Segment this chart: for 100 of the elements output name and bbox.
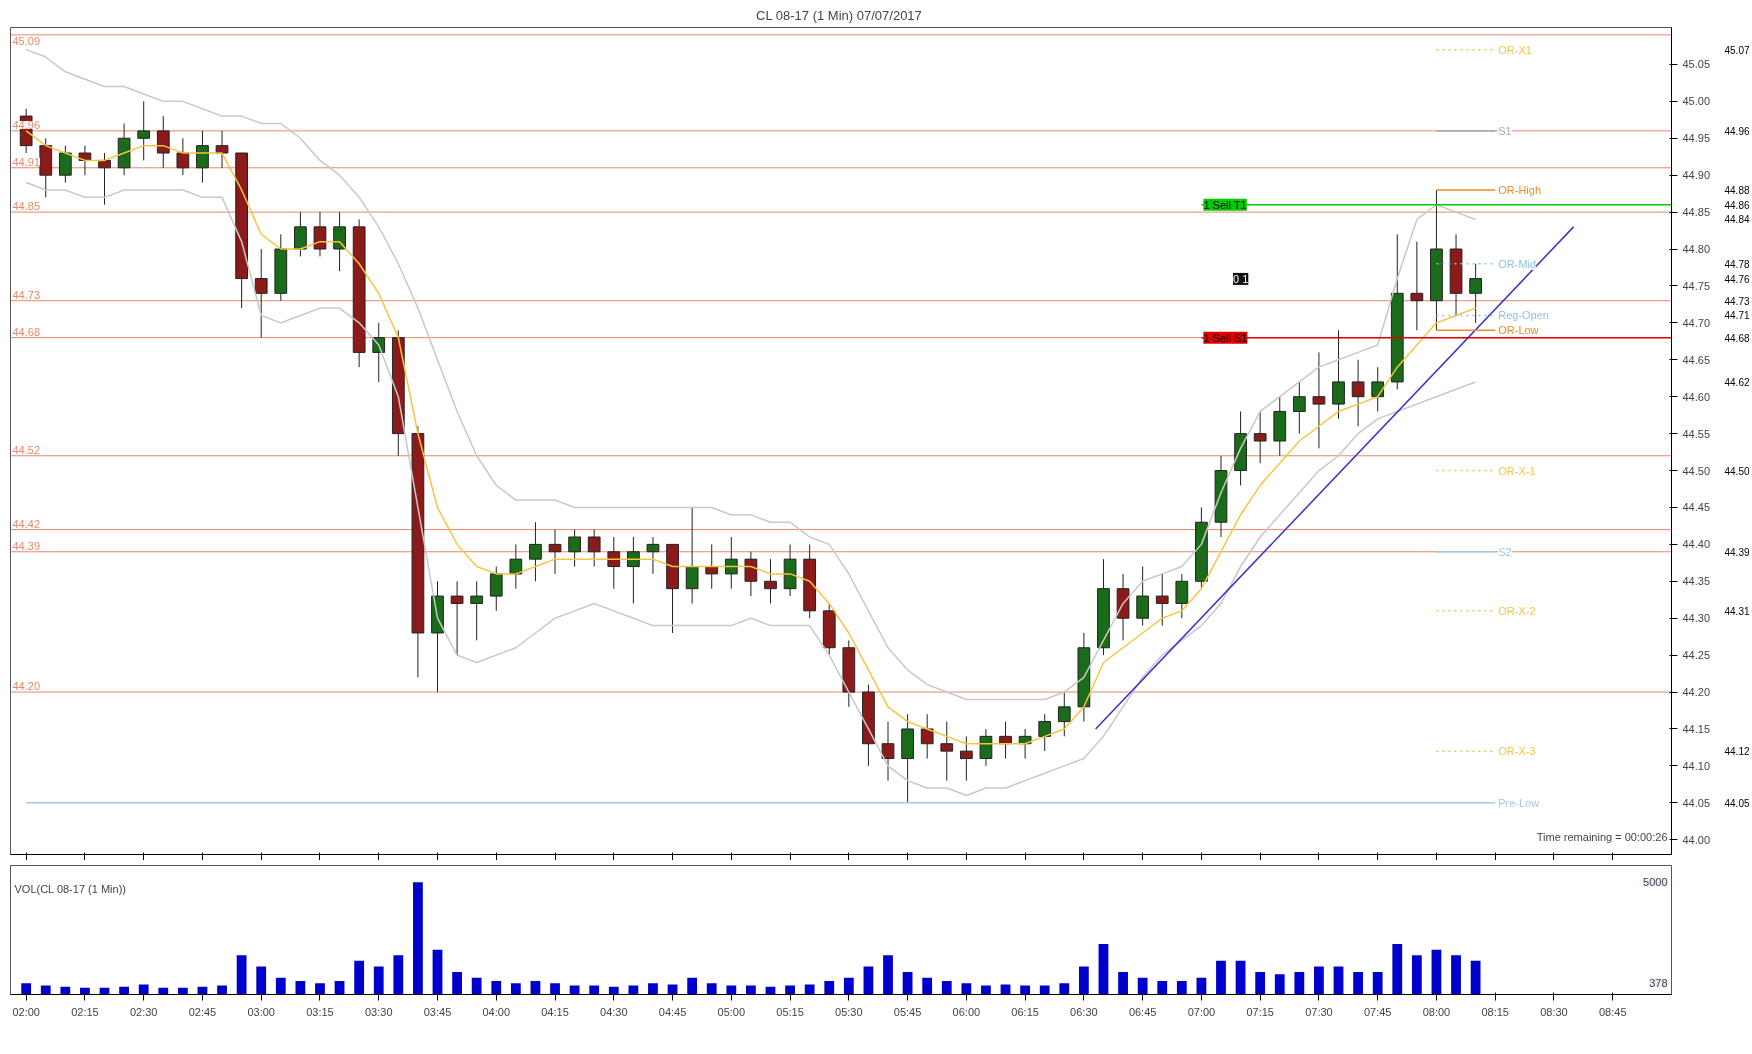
ref-line-label: 44.96 <box>12 118 41 131</box>
bar <box>1333 966 1344 995</box>
series-label: OR-High <box>1498 183 1542 196</box>
x-tick-label: 06:30 <box>1070 1005 1098 1018</box>
candlestick <box>489 566 503 612</box>
y-tick-label: 44.80 <box>1682 243 1711 256</box>
bar <box>608 986 619 995</box>
x-tick-label: 04:00 <box>482 1005 511 1018</box>
bar <box>1411 955 1422 995</box>
x-tick-label: 08:45 <box>1598 1005 1627 1018</box>
candlestick <box>1057 691 1071 737</box>
y-tick-label: 44.75 <box>1682 279 1711 292</box>
candlestick <box>294 211 307 257</box>
series-label: 1 Sell T1 <box>1203 198 1247 211</box>
bar <box>746 985 756 995</box>
x-tick-label: 04:30 <box>600 1005 628 1018</box>
x-tick-label: 06:45 <box>1128 1005 1157 1018</box>
x-tick-label: 07:30 <box>1305 1005 1333 1018</box>
bar <box>1137 977 1148 995</box>
y-tick-label: 44.15 <box>1682 722 1711 735</box>
y-tick-label: 44.70 <box>1682 316 1711 329</box>
bar <box>471 977 482 995</box>
bar <box>217 985 227 995</box>
series-label: OR-X-1 <box>1498 464 1536 477</box>
x-tick-label: 06:15 <box>1011 1005 1039 1018</box>
series-label: Pre-Low <box>1498 796 1540 809</box>
series-label: Reg-Open <box>1498 309 1549 322</box>
candlestick <box>959 735 973 782</box>
y2-tick-label: 44.73 <box>1724 295 1750 307</box>
bar <box>628 985 639 995</box>
candlestick <box>450 580 464 656</box>
candlestick <box>1371 366 1385 412</box>
bar <box>1431 949 1442 995</box>
series-label: 1 Sell S1 <box>1203 331 1248 344</box>
bar <box>687 977 698 995</box>
y2-tick-label: 44.68 <box>1724 332 1750 344</box>
bar <box>236 955 247 995</box>
ref-line-label: 44.42 <box>12 517 41 530</box>
x-tick-label: 08:15 <box>1481 1005 1509 1018</box>
x-tick-label: 02:00 <box>12 1005 40 1018</box>
y-tick-label: 44.00 <box>1682 833 1711 846</box>
candlestick <box>646 536 660 575</box>
candlestick <box>1175 573 1189 619</box>
bar <box>941 981 952 995</box>
y2-tick-label: 44.88 <box>1724 184 1750 196</box>
ref-line-label: 44.85 <box>12 200 41 213</box>
bar <box>1098 944 1109 995</box>
bar <box>1392 944 1403 995</box>
candlestick <box>156 115 170 169</box>
ref-line-label: 44.39 <box>12 539 41 552</box>
y-tick-label: 45.05 <box>1682 58 1711 71</box>
y-tick-label: 44.40 <box>1682 538 1711 551</box>
bar <box>550 983 560 995</box>
candlestick <box>313 211 327 257</box>
bar <box>981 985 991 995</box>
annotation: 5000 <box>1643 876 1668 889</box>
bar <box>667 984 678 995</box>
candlestick <box>881 721 895 782</box>
candlestick <box>1292 381 1306 435</box>
candlestick <box>705 543 719 590</box>
x-tick-label: 06:00 <box>952 1005 981 1018</box>
bar <box>510 983 521 995</box>
bar <box>295 981 306 995</box>
bar <box>1157 981 1168 995</box>
bar <box>1314 966 1324 995</box>
bar <box>1274 974 1285 995</box>
bar <box>902 972 913 995</box>
bar <box>648 983 658 995</box>
ref-line-label: 44.52 <box>12 443 41 456</box>
x-tick-label: 02:15 <box>71 1005 99 1018</box>
y-tick-label: 44.65 <box>1682 353 1711 366</box>
x-tick-label: 03:15 <box>306 1005 334 1018</box>
y2-tick-label: 44.05 <box>1724 797 1750 809</box>
bar <box>354 960 365 995</box>
y-tick-label: 44.95 <box>1682 132 1711 145</box>
candlestick <box>1136 566 1150 627</box>
y2-tick-label: 44.12 <box>1724 746 1750 758</box>
candlestick <box>940 721 954 782</box>
candlestick <box>1312 351 1326 449</box>
candlestick <box>548 529 562 575</box>
y-tick-label: 44.60 <box>1682 390 1711 403</box>
bar <box>804 984 815 995</box>
y-tick-label: 44.55 <box>1682 427 1711 440</box>
bar <box>785 985 795 995</box>
y-tick-label: 44.30 <box>1682 612 1711 625</box>
x-tick-label: 02:45 <box>188 1005 217 1018</box>
y-tick-label: 44.20 <box>1682 686 1711 699</box>
y2-tick-label: 44.96 <box>1724 125 1750 137</box>
bar <box>863 966 874 995</box>
annotation: 378 <box>1649 977 1668 990</box>
x-tick-label: 02:30 <box>129 1005 158 1018</box>
bar <box>589 985 600 995</box>
candlestick <box>196 130 209 184</box>
ref-line-label: 44.68 <box>12 325 41 338</box>
ref-line-label: 44.73 <box>12 288 41 301</box>
bar <box>706 983 717 995</box>
series-label: S1 <box>1498 124 1512 137</box>
candlestick <box>627 536 640 604</box>
bar <box>883 955 893 995</box>
candlestick <box>568 529 581 568</box>
